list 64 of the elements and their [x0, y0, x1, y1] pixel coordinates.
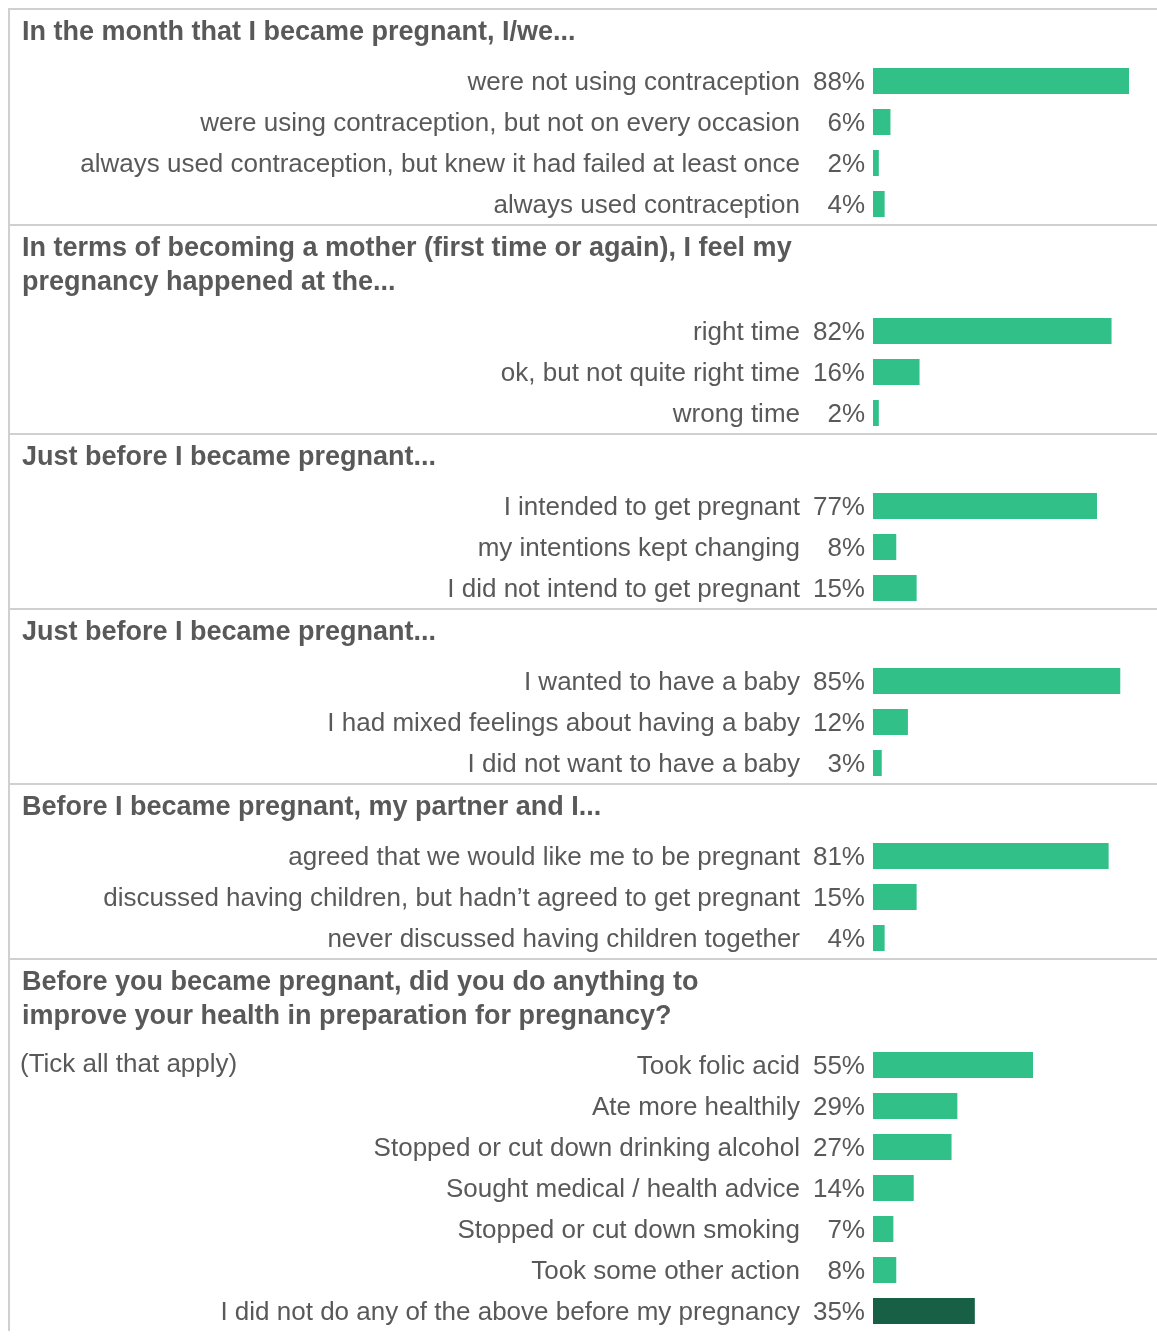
y-tick-label: I intended to get pregnant: [503, 490, 801, 521]
y-tick-label: I did not want to have a baby: [467, 747, 800, 778]
bar: [873, 1052, 1033, 1078]
data-label: 29%: [812, 1091, 865, 1121]
text: Before you became pregnant, did you do anything to improve your health in preparation for pregnancy?: [21, 965, 700, 1032]
text: Just before I became pregnant...: [21, 440, 438, 473]
y-tick-label: Took some other action: [531, 1254, 800, 1285]
data-label: 2%: [827, 398, 865, 428]
y-tick-label: agreed that we would like me to be pregnant: [288, 840, 801, 871]
bar: [873, 1216, 894, 1242]
text: In the month that I became pregnant, I/we...: [21, 15, 577, 48]
data-label: 14%: [812, 1173, 865, 1203]
data-label: 81%: [812, 841, 865, 871]
bar: [873, 150, 879, 176]
y-tick-label: always used contraception, but knew it had failed at least once: [80, 147, 800, 178]
data-label: 8%: [827, 1255, 865, 1285]
y-tick-label: Stopped or cut down smoking: [457, 1213, 800, 1244]
y-tick-label: were using contraception, but not on every occasion: [199, 106, 800, 137]
data-label: 4%: [827, 189, 865, 219]
data-label: 77%: [812, 491, 865, 521]
y-tick-label: discussed having children, but hadn’t agreed to get pregnant: [103, 881, 801, 912]
data-label: 6%: [827, 107, 865, 137]
bar: [873, 1298, 975, 1324]
bar: [873, 109, 891, 135]
data-label: 55%: [812, 1050, 865, 1080]
bar: [873, 1093, 958, 1119]
data-label: 88%: [812, 66, 865, 96]
data-label: 85%: [812, 666, 865, 696]
data-label: 35%: [812, 1296, 865, 1326]
data-label: 7%: [827, 1214, 865, 1244]
y-tick-label: I did not do any of the above before my pregnancy: [220, 1295, 800, 1326]
data-label: 2%: [827, 148, 865, 178]
data-label: 4%: [827, 923, 865, 953]
y-tick-label: right time: [693, 315, 800, 346]
bar: [873, 191, 885, 217]
data-label: 3%: [827, 748, 865, 778]
y-tick-label: I wanted to have a baby: [523, 665, 800, 696]
y-tick-label: Sought medical / health advice: [445, 1172, 800, 1203]
bar: [873, 1134, 952, 1160]
data-label: 15%: [812, 573, 865, 603]
data-label: 27%: [812, 1132, 865, 1162]
y-tick-label: Ate more healthily: [591, 1090, 800, 1121]
data-label: 16%: [812, 357, 865, 387]
y-tick-label: I had mixed feelings about having a baby: [327, 706, 800, 737]
y-tick-label: Stopped or cut down drinking alcohol: [373, 1131, 800, 1162]
text: (Tick all that apply): [20, 1048, 238, 1078]
text: Just before I became pregnant...: [21, 615, 438, 648]
y-tick-label: were not using contraception: [466, 65, 800, 96]
data-label: 15%: [812, 882, 865, 912]
y-tick-label: Took folic acid: [636, 1049, 800, 1080]
bar: [873, 68, 1129, 94]
data-label: 8%: [827, 532, 865, 562]
y-tick-label: ok, but not quite right time: [500, 356, 800, 387]
text: In terms of becoming a mother (first time or again), I feel my pregnancy happened at the...: [21, 231, 793, 298]
y-tick-label: wrong time: [671, 397, 800, 428]
y-tick-label: I did not intend to get pregnant: [447, 572, 801, 603]
y-tick-label: always used contraception: [493, 188, 800, 219]
bar: [873, 1175, 914, 1201]
data-label: 12%: [812, 707, 865, 737]
bar: [873, 1257, 897, 1283]
data-label: 82%: [812, 316, 865, 346]
y-tick-label: my intentions kept changing: [477, 531, 800, 562]
text: Before I became pregnant, my partner and I...: [21, 790, 603, 823]
y-tick-label: never discussed having children together: [327, 922, 801, 953]
